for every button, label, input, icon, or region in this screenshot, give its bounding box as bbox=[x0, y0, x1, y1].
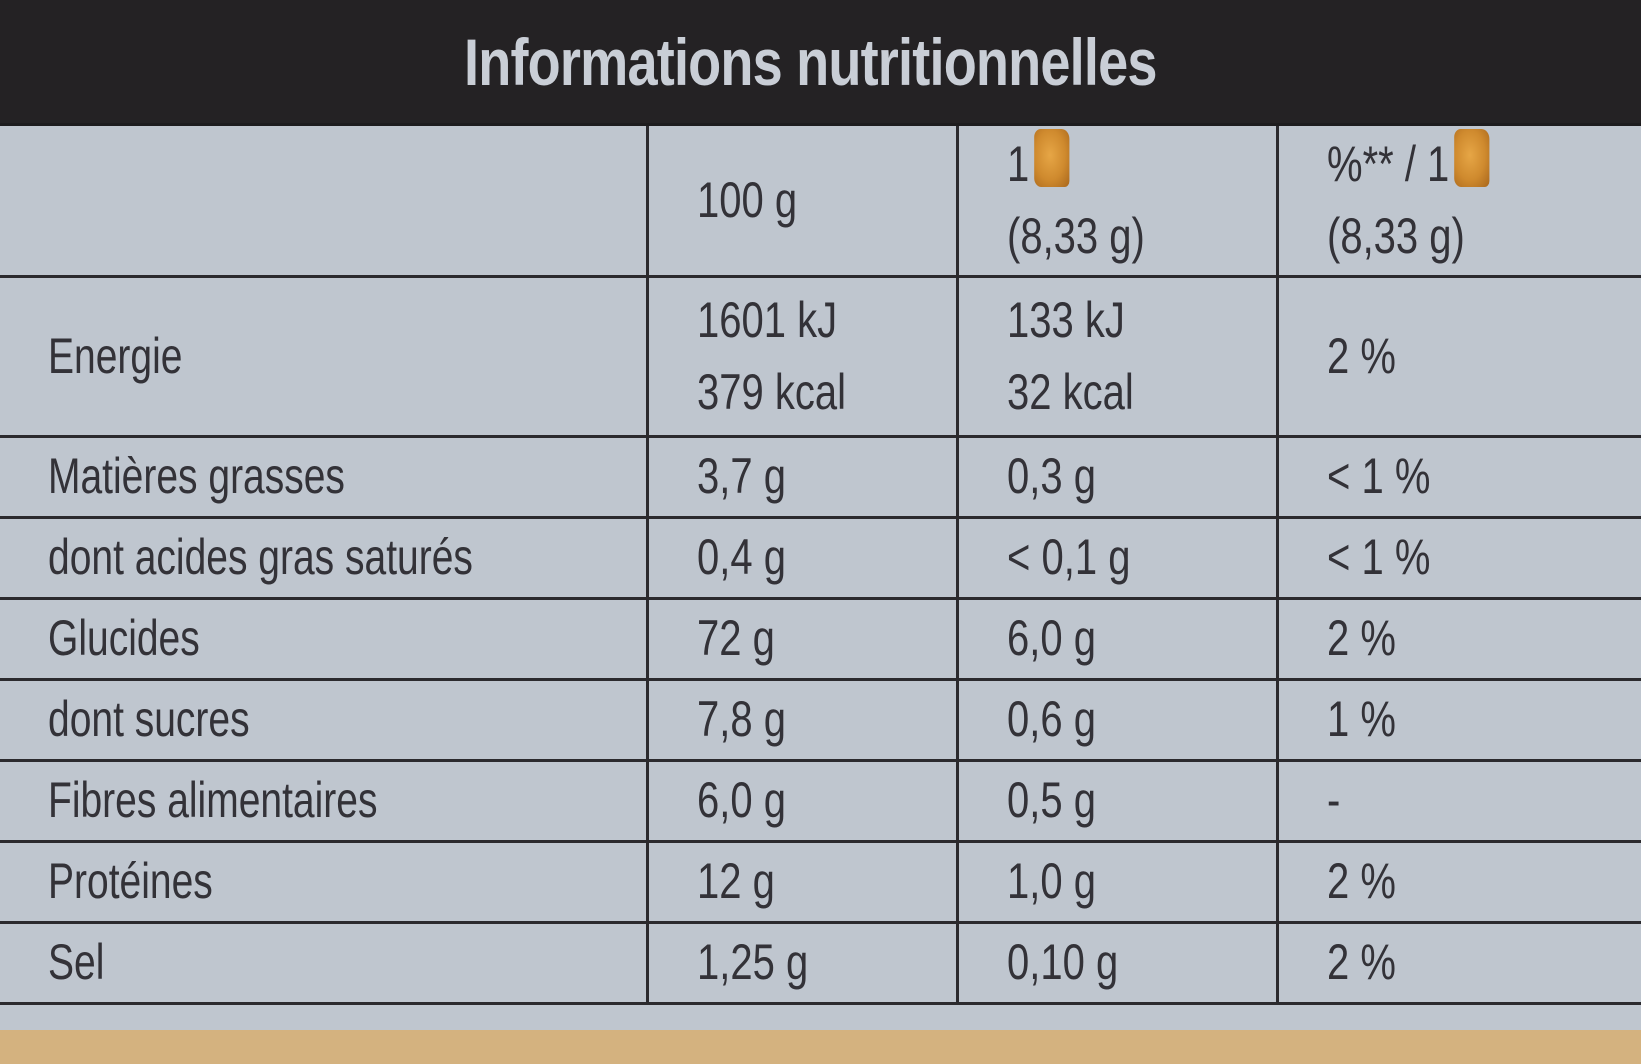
nutrient-label: Matières grasses bbox=[0, 434, 649, 519]
per-portion-value: 0,3 g bbox=[955, 434, 1279, 519]
per-100g-text: 72 g bbox=[696, 610, 775, 667]
percent-text: 2 % bbox=[1326, 853, 1396, 910]
header-per-100g: 100 g bbox=[645, 126, 959, 278]
per-100g-text: 1,25 g bbox=[696, 934, 808, 991]
percent-text: < 1 % bbox=[1326, 448, 1430, 505]
percent-value: - bbox=[1275, 758, 1641, 843]
percent-text: 1 % bbox=[1326, 691, 1396, 748]
nutrition-table: 100 g 1 (8,33 g) %** / 1 (8,33 g) Energi… bbox=[0, 126, 1641, 1005]
page-title: Informations nutritionnelles bbox=[464, 24, 1157, 99]
percent-text: 2 % bbox=[1326, 934, 1396, 991]
percent-value: 1 % bbox=[1275, 677, 1641, 762]
per-portion-kj: 133 kJ bbox=[1006, 291, 1125, 348]
table-row: Matières grasses 3,7 g 0,3 g < 1 % bbox=[0, 434, 1641, 519]
header-percent-text: %** / 1 bbox=[1326, 135, 1449, 192]
per-portion-text: 6,0 g bbox=[1006, 610, 1096, 667]
nutrient-label-text: Fibres alimentaires bbox=[48, 772, 378, 829]
rusk-icon bbox=[1033, 128, 1069, 187]
nutrient-label: Fibres alimentaires bbox=[0, 758, 649, 843]
table-row: Glucides 72 g 6,0 g 2 % bbox=[0, 596, 1641, 681]
table-header-row: 100 g 1 (8,33 g) %** / 1 (8,33 g) bbox=[0, 126, 1641, 278]
per-100g-value: 72 g bbox=[645, 596, 959, 681]
percent-text: 2 % bbox=[1326, 610, 1396, 667]
percent-text: - bbox=[1326, 772, 1340, 829]
per-100g-value: 0,4 g bbox=[645, 515, 959, 600]
header-percent-line1: %** / 1 bbox=[1327, 128, 1489, 201]
per-portion-text: 0,5 g bbox=[1006, 772, 1096, 829]
percent-value: 2 % bbox=[1275, 274, 1641, 438]
nutrient-label: Sel bbox=[0, 920, 649, 1005]
table-row: Sel 1,25 g 0,10 g 2 % bbox=[0, 920, 1641, 1005]
per-portion-value: 133 kJ 32 kcal bbox=[955, 274, 1279, 438]
header-percent-line2: (8,33 g) bbox=[1326, 208, 1465, 265]
nutrient-label-text: dont sucres bbox=[48, 691, 250, 748]
header-empty-cell bbox=[0, 126, 649, 278]
nutrition-panel: Informations nutritionnelles 100 g 1 (8,… bbox=[0, 0, 1641, 1030]
header-portion-count: 1 bbox=[1006, 135, 1029, 192]
per-100g-text: 6,0 g bbox=[696, 772, 786, 829]
rusk-icon bbox=[1453, 128, 1489, 187]
per-100g-value: 12 g bbox=[645, 839, 959, 924]
header-per-portion: 1 (8,33 g) bbox=[955, 126, 1279, 278]
per-portion-kcal: 32 kcal bbox=[1006, 364, 1134, 420]
table-row: dont acides gras saturés 0,4 g < 0,1 g <… bbox=[0, 515, 1641, 600]
nutrient-label-text: Glucides bbox=[48, 610, 200, 667]
per-100g-value: 6,0 g bbox=[645, 758, 959, 843]
per-100g-value: 1,25 g bbox=[645, 920, 959, 1005]
header-percent: %** / 1 (8,33 g) bbox=[1275, 126, 1641, 278]
percent-value: 2 % bbox=[1275, 920, 1641, 1005]
per-portion-text: < 0,1 g bbox=[1006, 529, 1130, 586]
per-portion-text: 0,6 g bbox=[1006, 691, 1096, 748]
per-portion-value: 0,6 g bbox=[955, 677, 1279, 762]
percent-value: < 1 % bbox=[1275, 515, 1641, 600]
nutrient-label: Energie bbox=[0, 274, 649, 438]
per-100g-kj: 1601 kJ bbox=[696, 291, 837, 348]
header-per-portion-line1: 1 bbox=[1007, 128, 1069, 201]
per-portion-value: < 0,1 g bbox=[955, 515, 1279, 600]
table-row: dont sucres 7,8 g 0,6 g 1 % bbox=[0, 677, 1641, 762]
nutrient-label-text: Sel bbox=[48, 934, 105, 991]
percent-value: < 1 % bbox=[1275, 434, 1641, 519]
per-portion-value: 0,10 g bbox=[955, 920, 1279, 1005]
per-100g-value: 3,7 g bbox=[645, 434, 959, 519]
per-portion-value: 1,0 g bbox=[955, 839, 1279, 924]
per-portion-text: 0,3 g bbox=[1006, 448, 1096, 505]
table-row: Fibres alimentaires 6,0 g 0,5 g - bbox=[0, 758, 1641, 843]
per-100g-text: 3,7 g bbox=[696, 448, 786, 505]
per-100g-text: 7,8 g bbox=[696, 691, 786, 748]
percent-value: 2 % bbox=[1275, 839, 1641, 924]
per-100g-value: 1601 kJ 379 kcal bbox=[645, 274, 959, 438]
per-portion-text: 0,10 g bbox=[1006, 934, 1118, 991]
nutrient-label: Protéines bbox=[0, 839, 649, 924]
table-row: Energie 1601 kJ 379 kcal 133 kJ 32 kcal … bbox=[0, 274, 1641, 438]
per-100g-kcal: 379 kcal bbox=[696, 364, 846, 420]
table-row: Protéines 12 g 1,0 g 2 % bbox=[0, 839, 1641, 924]
per-100g-text: 12 g bbox=[696, 853, 775, 910]
percent-text: 2 % bbox=[1326, 327, 1396, 384]
nutrient-label: Glucides bbox=[0, 596, 649, 681]
per-portion-value: 0,5 g bbox=[955, 758, 1279, 843]
header-per-portion-line2: (8,33 g) bbox=[1006, 208, 1145, 265]
nutrient-label-text: Matières grasses bbox=[48, 448, 345, 505]
nutrient-label-text: dont acides gras saturés bbox=[48, 529, 473, 586]
nutrient-label-text: Protéines bbox=[48, 853, 213, 910]
nutrient-label-text: Energie bbox=[48, 327, 183, 384]
percent-text: < 1 % bbox=[1326, 529, 1430, 586]
header-per-100g-label: 100 g bbox=[696, 172, 797, 228]
per-100g-text: 0,4 g bbox=[696, 529, 786, 586]
percent-value: 2 % bbox=[1275, 596, 1641, 681]
nutrient-label: dont acides gras saturés bbox=[0, 515, 649, 600]
nutrient-label: dont sucres bbox=[0, 677, 649, 762]
per-portion-text: 1,0 g bbox=[1006, 853, 1096, 910]
title-bar: Informations nutritionnelles bbox=[0, 0, 1641, 126]
per-portion-value: 6,0 g bbox=[955, 596, 1279, 681]
per-100g-value: 7,8 g bbox=[645, 677, 959, 762]
